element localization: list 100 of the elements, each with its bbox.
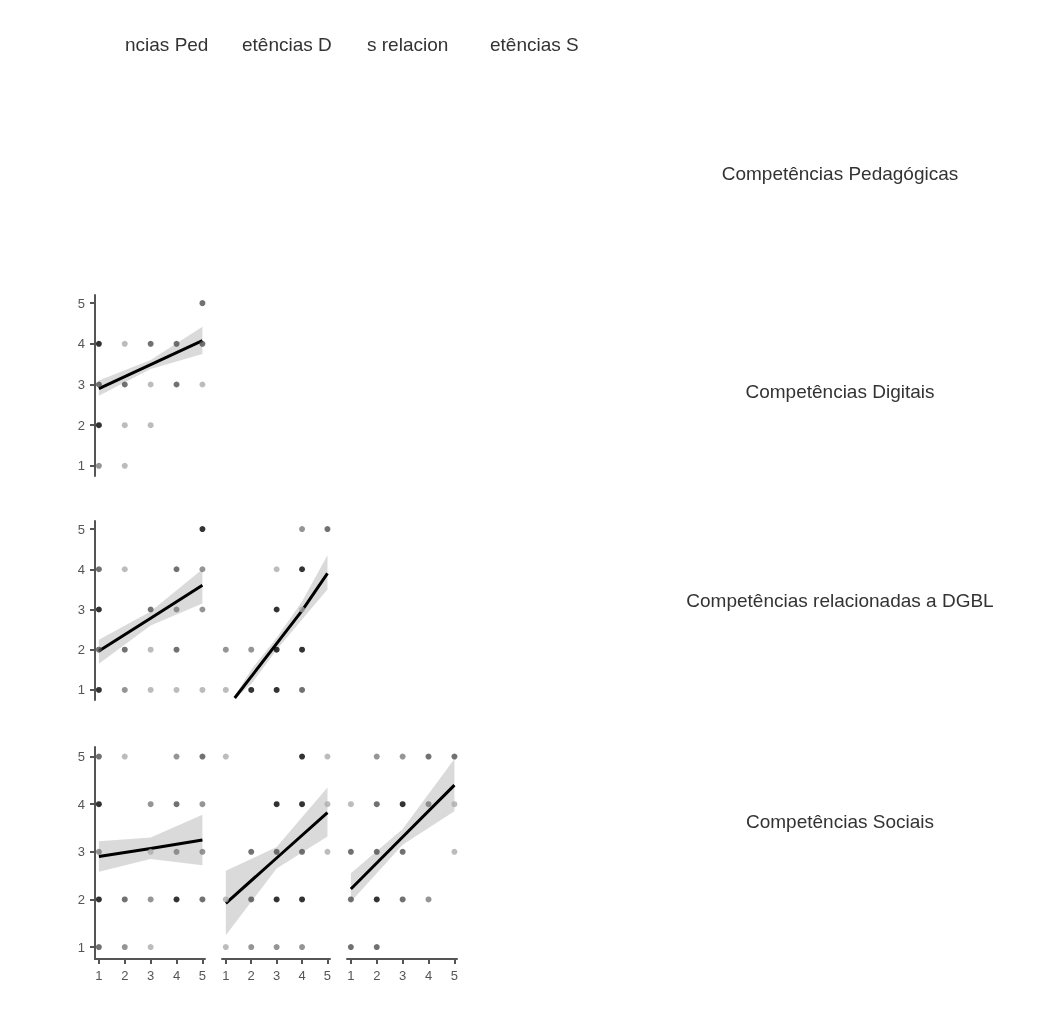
- point: [147, 848, 154, 855]
- point: [147, 801, 154, 808]
- point: [199, 566, 206, 573]
- point: [273, 606, 280, 613]
- point: [199, 801, 206, 808]
- point: [173, 566, 180, 573]
- point: [95, 944, 102, 951]
- y-tick-label: 4: [77, 796, 85, 812]
- point: [273, 646, 280, 653]
- point: [299, 686, 306, 693]
- point: [147, 896, 154, 903]
- y-tick-label: 3: [77, 376, 85, 392]
- x-tick-label: 1: [347, 968, 355, 983]
- point: [199, 300, 206, 307]
- point: [451, 753, 458, 760]
- point: [248, 646, 255, 653]
- point: [273, 944, 280, 951]
- point: [95, 848, 102, 855]
- y-tick-label: 5: [77, 749, 85, 765]
- point: [121, 896, 128, 903]
- point: [121, 686, 128, 693]
- y-tick-label: 4: [77, 336, 85, 352]
- point: [199, 753, 206, 760]
- point: [248, 944, 255, 951]
- point: [121, 753, 128, 760]
- point: [273, 896, 280, 903]
- point: [147, 381, 154, 388]
- point: [373, 848, 380, 855]
- y-tick-label: 3: [77, 844, 85, 860]
- point: [222, 646, 229, 653]
- y-tick-label: 2: [77, 891, 85, 907]
- x-tick-label: 3: [147, 968, 155, 983]
- point: [425, 896, 432, 903]
- point: [373, 896, 380, 903]
- y-tick-label: 1: [77, 682, 85, 698]
- y-tick-label: 5: [77, 521, 85, 537]
- x-tick-label: 1: [95, 968, 103, 983]
- point: [173, 753, 180, 760]
- point: [147, 646, 154, 653]
- x-tick-label: 5: [323, 968, 332, 983]
- point: [199, 381, 206, 388]
- point: [173, 801, 180, 808]
- y-tick-label: 5: [77, 295, 85, 311]
- point: [199, 606, 206, 613]
- point: [95, 801, 102, 808]
- text: Competências Sociais: [746, 811, 934, 833]
- y-tick-label: 2: [77, 642, 85, 658]
- point: [248, 848, 255, 855]
- point: [199, 896, 206, 903]
- x-tick-label: 4: [424, 968, 433, 983]
- point: [299, 646, 306, 653]
- point: [95, 340, 102, 347]
- point: [399, 848, 406, 855]
- point: [425, 801, 432, 808]
- point: [347, 801, 354, 808]
- point: [173, 848, 180, 855]
- point: [173, 896, 180, 903]
- point: [222, 896, 229, 903]
- point: [173, 646, 180, 653]
- point: [95, 896, 102, 903]
- point: [95, 753, 102, 760]
- point: [273, 801, 280, 808]
- point: [299, 753, 306, 760]
- point: [121, 566, 128, 573]
- point: [299, 848, 306, 855]
- point: [273, 686, 280, 693]
- x-tick-label: 3: [273, 968, 281, 983]
- point: [173, 381, 180, 388]
- point: [147, 422, 154, 429]
- point: [347, 848, 354, 855]
- point: [121, 340, 128, 347]
- point: [373, 753, 380, 760]
- y-tick-label: 2: [77, 417, 85, 433]
- y-tick-label: 1: [77, 939, 85, 955]
- point: [299, 566, 306, 573]
- point: [95, 566, 102, 573]
- point: [299, 896, 306, 903]
- point: [399, 801, 406, 808]
- point: [373, 944, 380, 951]
- x-tick-label: 1: [222, 968, 230, 983]
- point: [121, 422, 128, 429]
- x-tick-label: 2: [373, 968, 381, 983]
- point: [199, 340, 206, 347]
- point: [324, 526, 331, 533]
- point: [121, 944, 128, 951]
- x-tick-label: 3: [399, 968, 407, 983]
- point: [273, 566, 280, 573]
- y-tick-label: 1: [77, 458, 85, 474]
- text: Competências relacionadas a DGBL: [686, 590, 994, 612]
- point: [95, 462, 102, 469]
- text: Competências Pedagógicas: [721, 163, 959, 185]
- point: [121, 462, 128, 469]
- point: [173, 606, 180, 613]
- text: etências D: [242, 34, 332, 56]
- point: [299, 944, 306, 951]
- point: [451, 801, 458, 808]
- y-tick-label: 3: [77, 601, 85, 617]
- point: [399, 753, 406, 760]
- point: [299, 801, 306, 808]
- text: s relacion: [367, 34, 449, 56]
